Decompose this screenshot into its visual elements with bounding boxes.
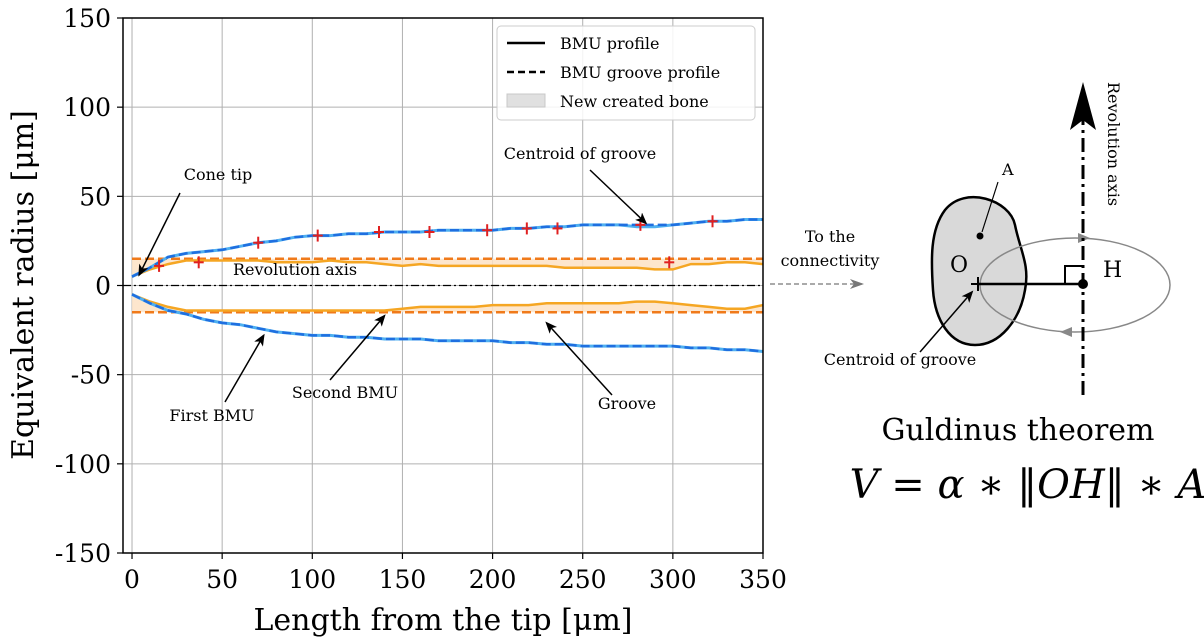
x-tick-label: 200 [469,565,517,594]
first-groove-lower [131,293,763,353]
point-h-dot [1078,279,1088,289]
point-h-label: H [1103,258,1122,283]
theorem-formula: V = α ∗ ‖OH‖ ∗ A [850,462,1204,508]
x-tick-label: 350 [739,565,787,594]
y-tick-label: 50 [79,182,111,211]
first-bmu-label: First BMU [169,406,254,425]
groove-label: Groove [598,394,656,413]
point-a-leader [981,181,999,233]
point-a-label: A [1001,160,1014,179]
x-tick-label: 250 [559,565,607,594]
x-tick-label: 50 [206,565,238,594]
cone-tip-label: Cone tip [184,165,253,184]
centroid-groove-arrow [589,169,648,225]
ellipse-arrow-bottom [1060,327,1072,337]
groove-arrow [545,321,613,396]
y-tick-label: 100 [63,93,111,122]
to-connectivity-line2: connectivity [781,251,880,270]
ticks: 0 50 100 150 200 250 300 350 150 100 50 0 -50 -100 -15… [55,4,787,594]
first-bmu-arrow [224,333,265,403]
legend-fill-swatch [506,93,546,108]
y-tick-label: 150 [63,4,111,33]
revolution-axis-label: Revolution axis [1104,82,1123,206]
to-connectivity-line1: To the [805,227,855,246]
new-bone-fill-lower [132,294,763,313]
second-bmu-upper [131,259,763,278]
second-bmu-lower [131,293,763,312]
cone-tip-arrow [138,192,181,277]
cross-section-shape [930,195,1028,347]
annotations: Cone tip Centroid of groove Revolution axi… [138,144,656,425]
legend-box [496,25,756,121]
y-tick-label: 0 [95,272,111,301]
point-a-dot [976,232,984,240]
centroid-markers [154,215,718,272]
right-angle-mark [1064,265,1083,284]
x-tick-label: 300 [649,565,697,594]
new-bone-fill-upper [132,258,763,277]
legend-label-new-bone: New created bone [560,92,709,111]
first-groove-upper [131,218,763,278]
centroid-groove-label: Centroid of groove [504,144,656,163]
revolution-axis-label: Revolution axis [233,260,357,279]
new-bone-fill-layer [132,258,763,313]
centroid-diagram-label: Centroid of groove [824,350,976,369]
legend-label-groove-profile: BMU groove profile [560,63,720,82]
centroid-diagram-arrow [919,290,974,353]
y-tick-label: -150 [55,539,111,568]
point-o-label: O [950,253,968,278]
legend-label-bmu-profile: BMU profile [560,34,660,53]
series-layer [131,218,763,353]
x-axis-title: Length from the tip [μm] [253,603,632,638]
second-bmu-arrow [329,314,386,381]
y-axis-title: Equivalent radius [μm] [6,110,41,460]
y-tick-label: -50 [71,361,111,390]
revolution-axis-arrowhead [1070,82,1096,130]
legend: BMU profile BMU groove profile New creat… [496,25,756,121]
second-bmu-label: Second BMU [292,383,398,402]
guldinus-diagram: Revolution axis A O H Centroid of groove… [824,82,1204,508]
x-tick-label: 150 [379,565,427,594]
x-tick-label: 0 [124,565,140,594]
y-tick-label: -100 [55,450,111,479]
theorem-title: Guldinus theorem [882,413,1155,448]
x-tick-label: 100 [288,565,336,594]
